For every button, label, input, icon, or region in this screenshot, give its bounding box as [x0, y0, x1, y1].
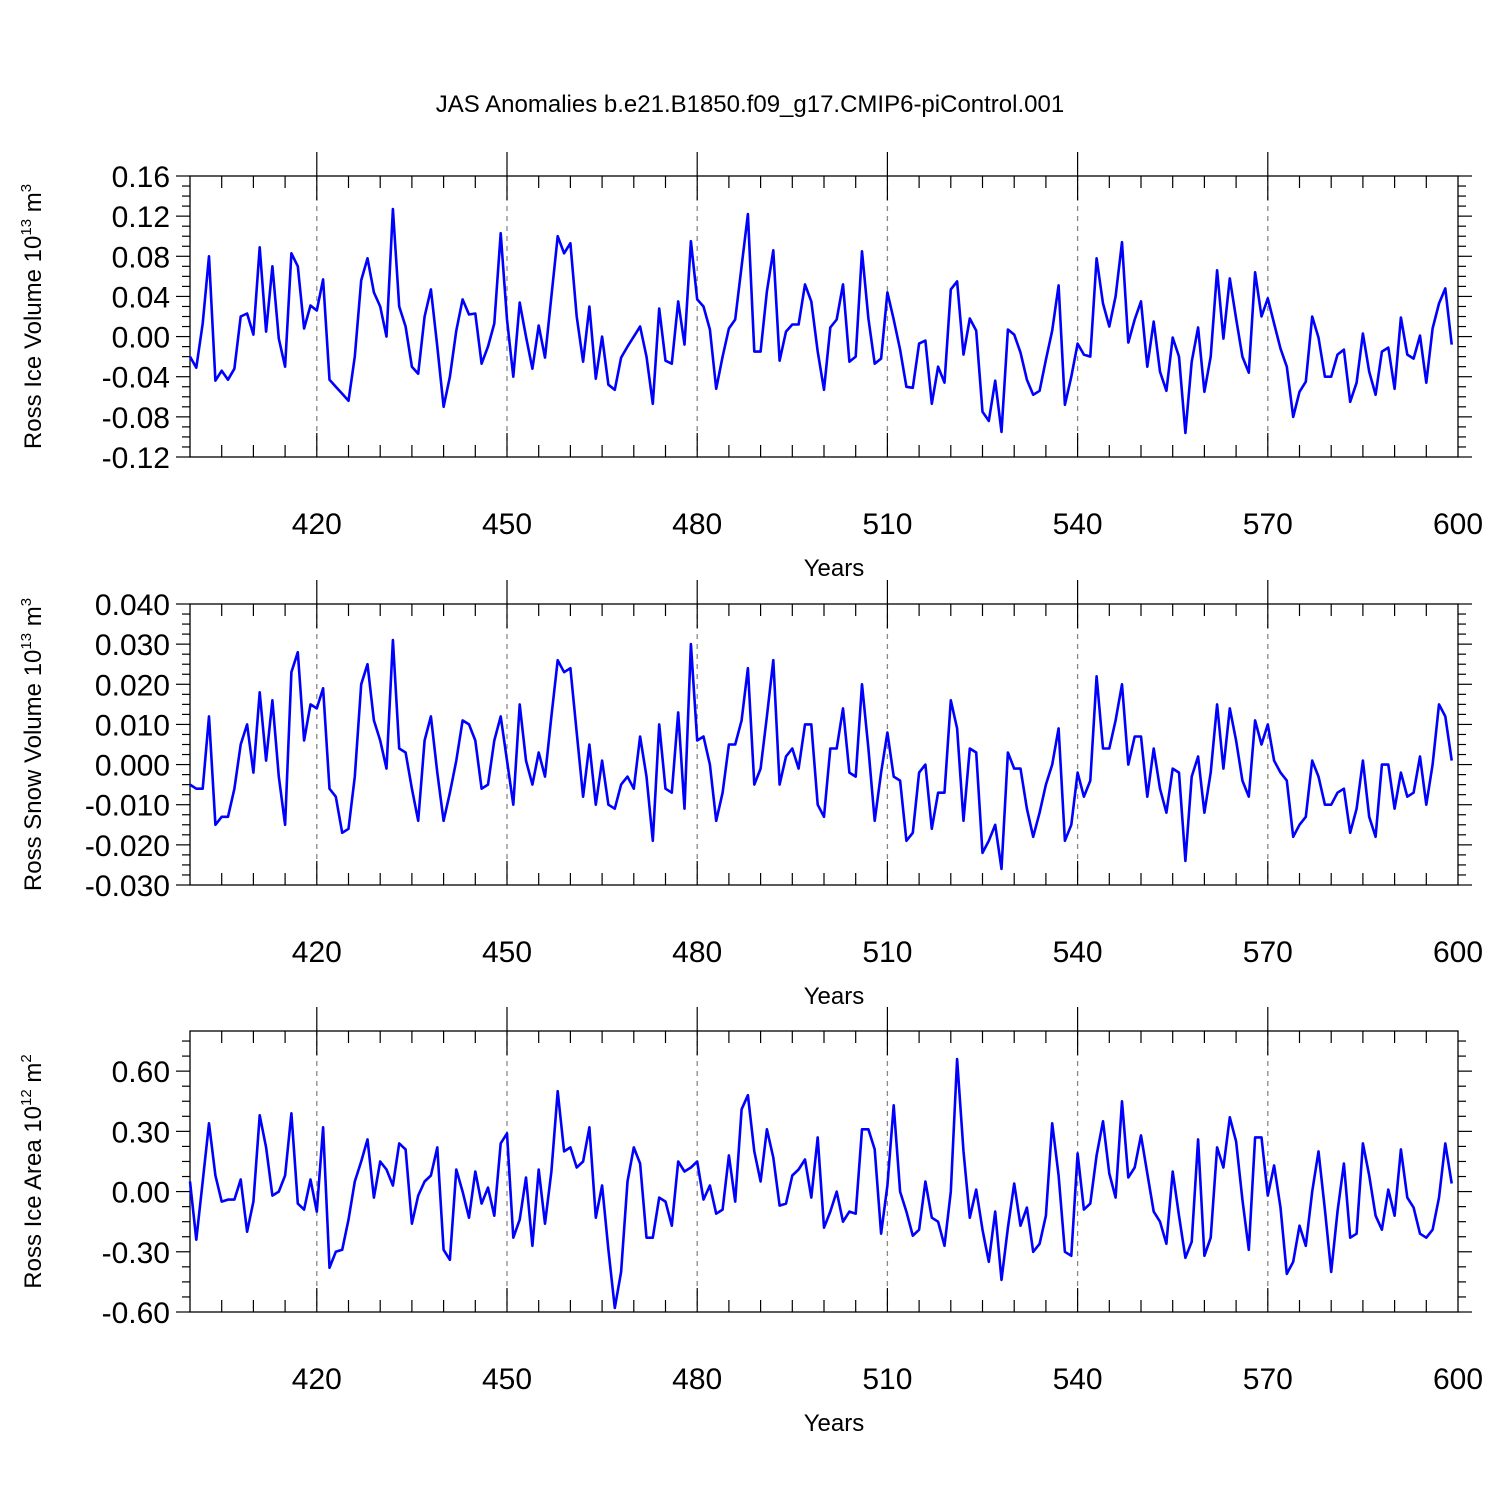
y-tick-label: 0.020 [95, 669, 170, 702]
x-tick-label: 570 [1243, 1363, 1293, 1396]
y-tick-label: 0.12 [112, 201, 170, 234]
plot-frame [189, 1030, 1459, 1313]
y-tick-label: -0.60 [102, 1297, 170, 1330]
x-tick-label: 510 [862, 936, 912, 969]
y-tick-label: 0.00 [112, 322, 170, 355]
series-line-1 [188, 207, 1453, 435]
x-tick-label: 420 [292, 936, 342, 969]
x-tick-label: 540 [1053, 936, 1103, 969]
x-tick-label: 480 [672, 1363, 722, 1396]
y-tick-label: 0.010 [95, 709, 170, 742]
y-tick-label: 0.00 [112, 1177, 170, 1210]
y-axis-label: Ross Ice Volume 1013 m3 [18, 184, 47, 449]
plot-frame [189, 603, 1459, 886]
series-line-3 [188, 1057, 1453, 1310]
chart-panel-3: 0.60 0.30 0.00 -0.30 -0.60 420 450 480 510 540 570… [18, 1007, 1483, 1437]
y-tick-label: -0.12 [102, 442, 170, 475]
plot-frame [189, 175, 1459, 458]
y-tick-label: -0.020 [85, 830, 170, 863]
x-tick-label: 450 [482, 936, 532, 969]
y-tick-label: -0.030 [85, 870, 170, 903]
x-axis-label: Years [804, 1410, 865, 1437]
series-line-2 [189, 638, 1453, 871]
figure-title: JAS Anomalies b.e21.B1850.f09_g17.CMIP6-… [436, 91, 1064, 118]
x-tick-label: 600 [1433, 1363, 1483, 1396]
x-tick-label: 450 [482, 508, 532, 541]
x-tick-label: 450 [482, 1363, 532, 1396]
x-tick-label: 480 [672, 936, 722, 969]
x-tick-label: 510 [862, 508, 912, 541]
x-axis-label: Years [804, 983, 865, 1010]
x-tick-label: 570 [1243, 936, 1293, 969]
x-tick-label: 570 [1243, 508, 1293, 541]
y-tick-label: -0.010 [85, 790, 170, 823]
y-tick-label: -0.30 [102, 1237, 170, 1270]
y-tick-label: 0.030 [95, 629, 170, 662]
y-axis-label: Ross Ice Area 1012 m2 [18, 1054, 47, 1288]
y-tick-label: -0.08 [102, 402, 170, 435]
x-tick-label: 510 [862, 1363, 912, 1396]
x-tick-label: 600 [1433, 936, 1483, 969]
y-tick-label: 0.000 [95, 750, 170, 783]
x-tick-label: 600 [1433, 508, 1483, 541]
x-tick-label: 540 [1053, 508, 1103, 541]
x-tick-label: 540 [1053, 1363, 1103, 1396]
x-axis-label: Years [804, 555, 865, 582]
y-axis-label: Ross Snow Volume 1013 m3 [18, 598, 47, 891]
y-tick-label: 0.08 [112, 241, 170, 274]
y-tick-label: 0.30 [112, 1116, 170, 1149]
y-tick-label: 0.16 [112, 161, 170, 194]
chart-panel-2: 0.040 0.030 0.020 0.010 0.000 -0.010 -0.020 -0.… [18, 580, 1483, 1010]
chart-panel-1: 0.16 0.12 0.08 0.04 0.00 -0.04 -0.08 -0.12 420 45… [18, 152, 1483, 582]
x-tick-label: 420 [292, 1363, 342, 1396]
y-tick-label: 0.040 [95, 589, 170, 622]
y-tick-label: 0.04 [112, 281, 170, 314]
y-tick-label: 0.60 [112, 1056, 170, 1089]
x-tick-label: 480 [672, 508, 722, 541]
x-tick-label: 420 [292, 508, 342, 541]
y-tick-label: -0.04 [102, 362, 170, 395]
